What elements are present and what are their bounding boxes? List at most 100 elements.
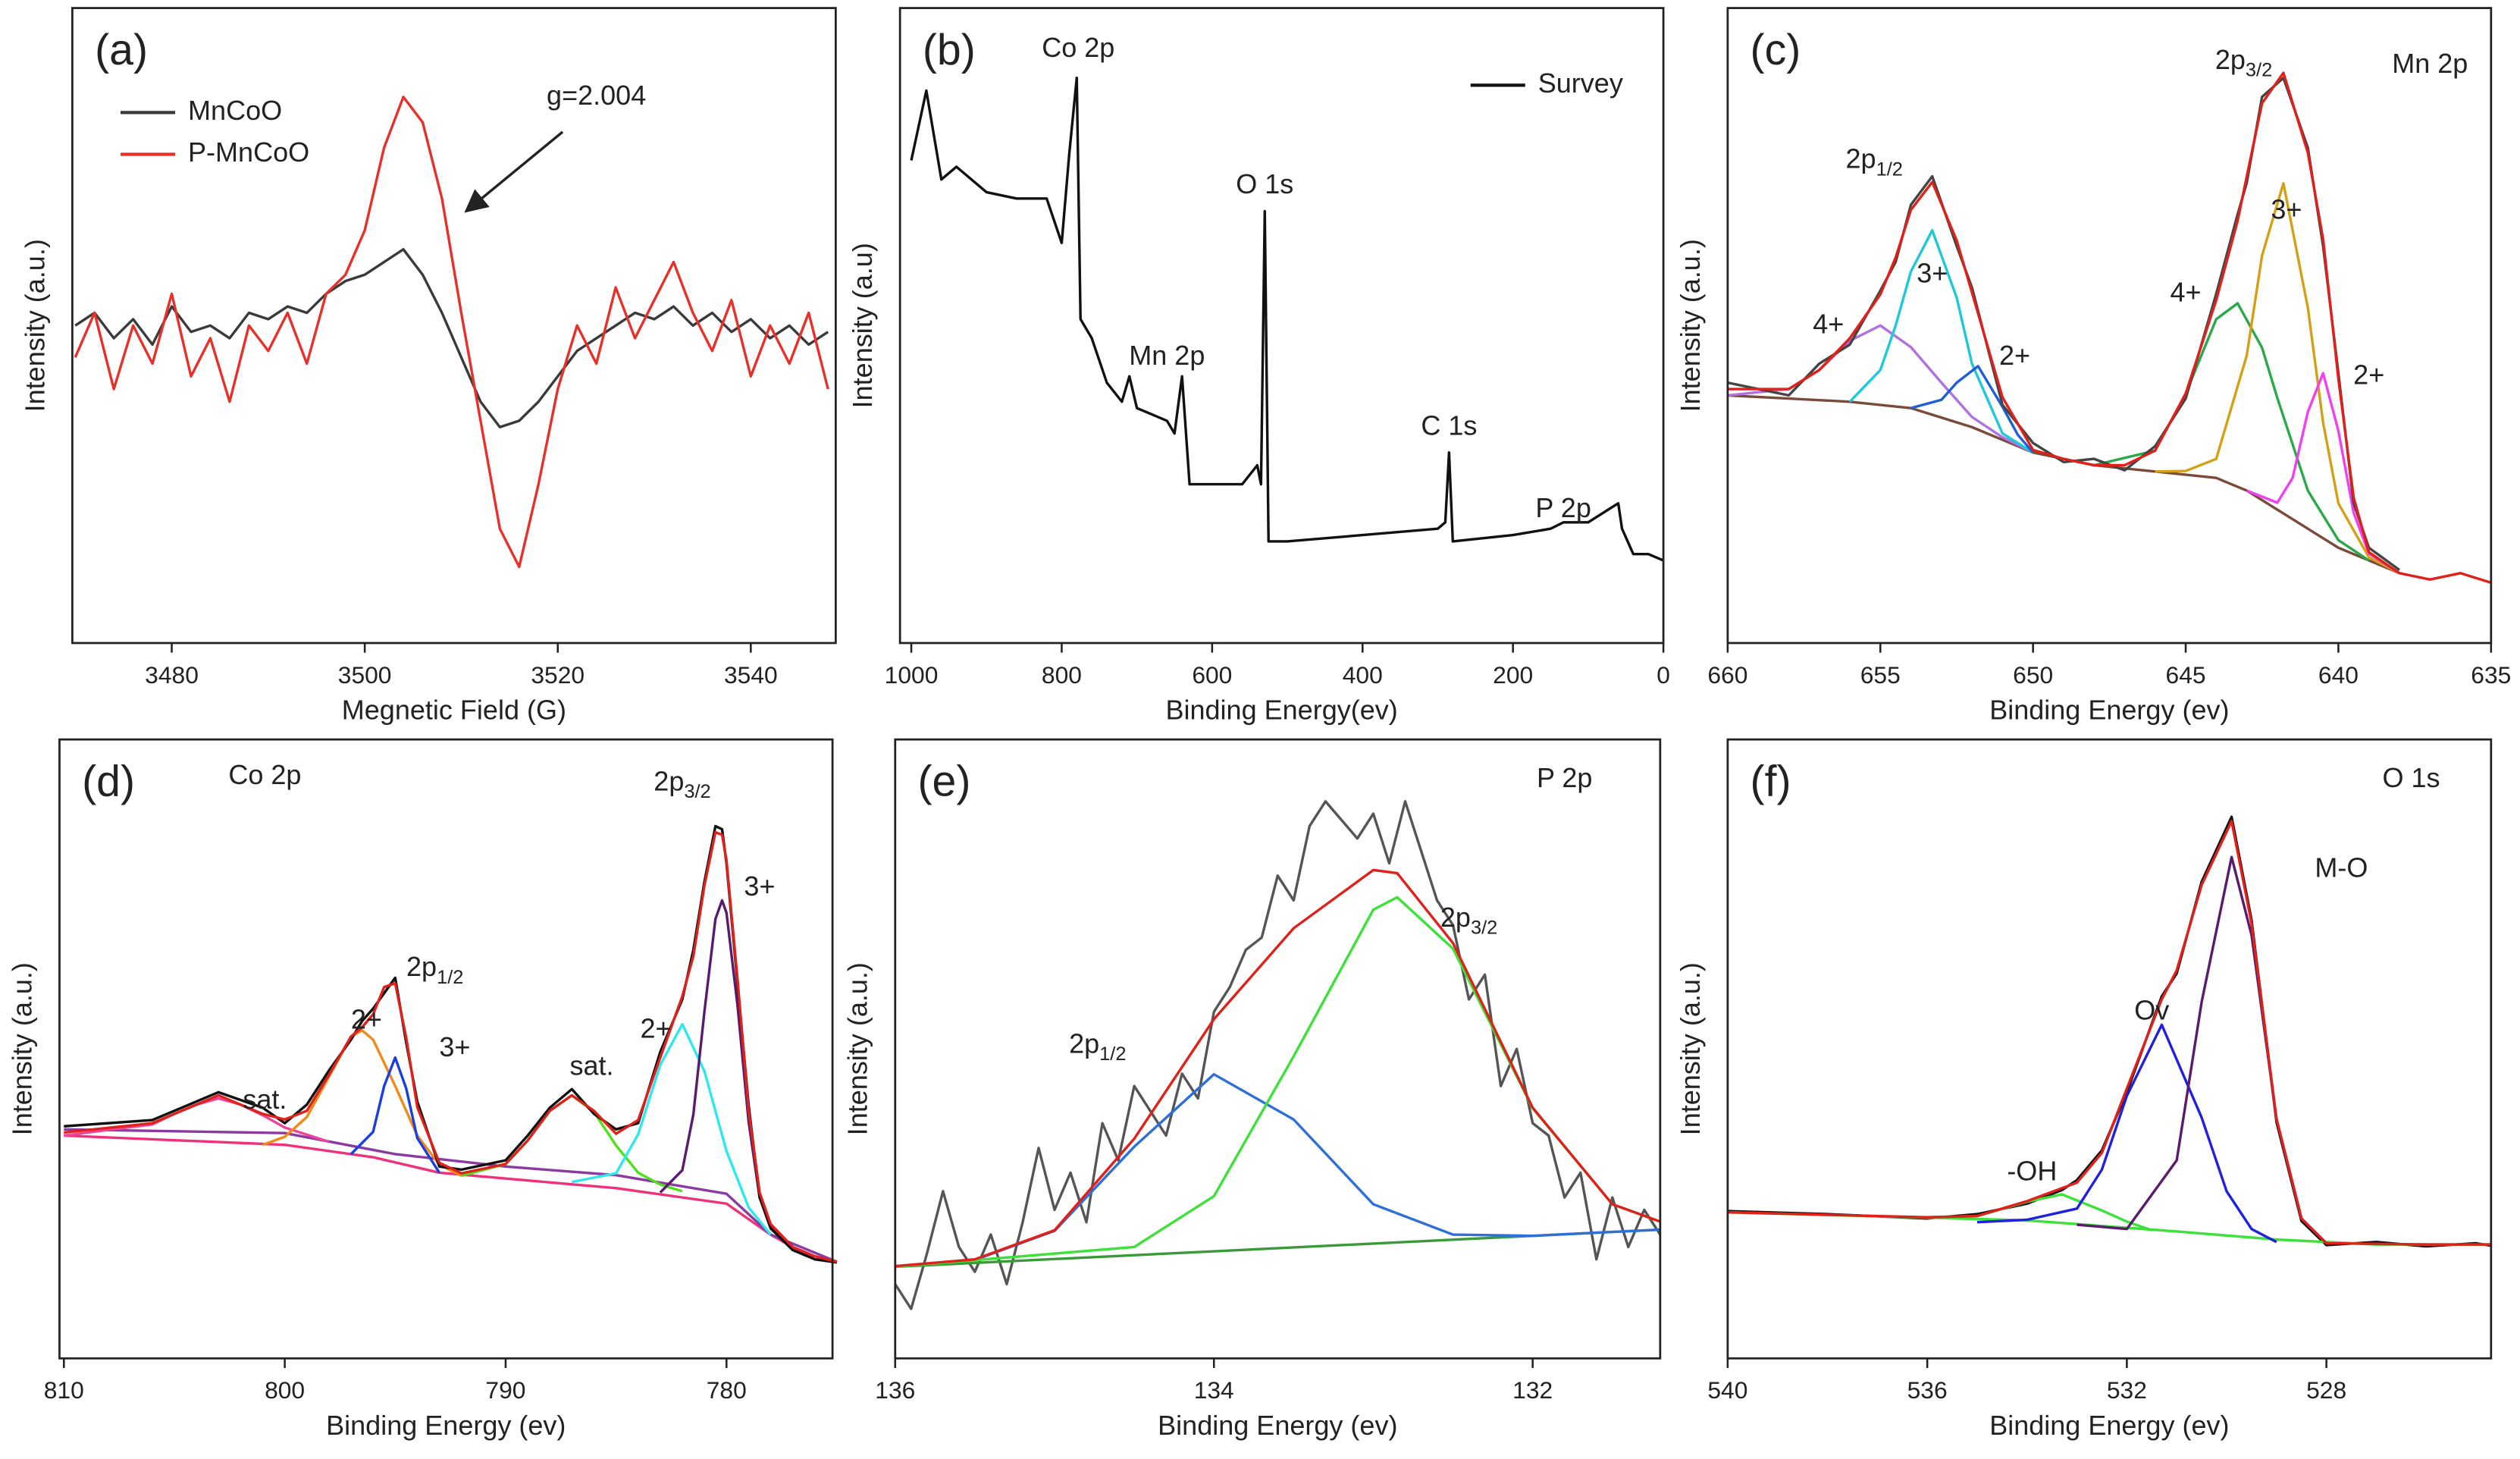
x-tick-label: 3520 <box>531 661 585 689</box>
x-tick-label: 800 <box>265 1376 305 1404</box>
annotation-subscript: 3/2 <box>1471 917 1497 938</box>
annotation: 2p3/2 <box>1440 901 1497 938</box>
annotation: 2+ <box>2353 359 2384 390</box>
annotation: 3+ <box>744 871 775 902</box>
annotation-text: 2p <box>406 951 437 982</box>
series-line <box>1727 820 2491 1246</box>
y-axis-label: Intensity (a.u.) <box>842 962 873 1135</box>
annotation-text: Mn 2p <box>2392 47 2468 78</box>
annotation: C 1s <box>1421 409 1477 441</box>
annotation-text: 2p <box>1440 901 1471 932</box>
annotation-text: 2+ <box>2353 359 2384 390</box>
annotation: 2p1/2 <box>1069 1028 1126 1065</box>
annotation-text: C 1s <box>1421 409 1477 441</box>
series-line <box>349 1056 440 1174</box>
annotation: 4+ <box>2171 276 2202 307</box>
annotation: Mn 2p <box>1129 340 1205 371</box>
x-axis-label: Binding Energy (ev) <box>326 1410 566 1441</box>
annotation-text: -OH <box>2007 1155 2057 1186</box>
plot-frame <box>58 738 834 1360</box>
y-axis-label: Intensity (a.u.) <box>6 962 37 1135</box>
annotation-text: 2p <box>2215 43 2246 74</box>
series-line <box>910 77 1664 562</box>
annotation-text: O 1s <box>2382 762 2440 793</box>
annotation: 2p1/2 <box>1846 143 1903 180</box>
annotation-text: Co 2p <box>228 759 301 790</box>
plot-frame <box>894 738 1662 1360</box>
y-axis-label: Intensity (a.u.) <box>1675 239 1706 412</box>
x-tick-label: 1000 <box>885 661 939 689</box>
annotation-text: O 1s <box>1236 168 1293 199</box>
annotation-text: 3+ <box>744 871 775 902</box>
x-axis-label: Binding Energy (ev) <box>1158 1410 1397 1441</box>
x-tick-label: 132 <box>1512 1376 1553 1404</box>
x-tick-label: 645 <box>2166 661 2206 689</box>
x-tick-label: 635 <box>2471 661 2511 689</box>
legend-label: P-MnCoO <box>188 136 309 168</box>
panel-label: (a) <box>95 26 148 74</box>
x-tick-label: 3540 <box>724 661 778 689</box>
x-tick-label: 810 <box>44 1376 84 1404</box>
annotation: g=2.004 <box>547 79 646 110</box>
annotation-text: P 2p <box>1535 492 1591 523</box>
annotation: O 1s <box>1236 168 1293 199</box>
x-tick-label: 655 <box>1860 661 1901 689</box>
annotation-subscript: 1/2 <box>1876 158 1903 180</box>
annotation-text: 3+ <box>439 1031 470 1062</box>
series-line <box>64 1128 838 1263</box>
annotation-text: sat. <box>570 1050 614 1081</box>
x-tick-label: 780 <box>707 1376 747 1404</box>
series-line <box>2155 182 2400 575</box>
annotation-text: Ov <box>2134 994 2169 1025</box>
panel-label: (c) <box>1751 26 1801 74</box>
x-tick-label: 650 <box>2013 661 2053 689</box>
annotation-text: sat. <box>243 1083 287 1114</box>
annotation-text: Mn 2p <box>1129 340 1205 371</box>
annotation-subscript: 1/2 <box>437 967 463 988</box>
x-tick-label: 532 <box>2107 1376 2147 1404</box>
x-tick-label: 660 <box>1707 661 1747 689</box>
x-tick-label: 3500 <box>338 661 392 689</box>
annotation: sat. <box>243 1083 287 1114</box>
x-tick-label: 134 <box>1194 1376 1234 1404</box>
annotation: 3+ <box>1917 257 1948 288</box>
panel-label: (f) <box>1751 758 1791 806</box>
annotation: 2p3/2 <box>2215 43 2272 80</box>
series-line <box>74 96 829 569</box>
x-axis-label: Binding Energy (ev) <box>1989 695 2229 726</box>
annotation-text: Co 2p <box>1042 32 1114 63</box>
annotation: 2p1/2 <box>406 951 463 988</box>
annotation-text: 3+ <box>1917 257 1948 288</box>
annotation-arrow <box>464 130 564 213</box>
series-line <box>262 1029 462 1178</box>
legend-label: Survey <box>1538 67 1623 99</box>
annotation-text: P 2p <box>1537 762 1592 793</box>
annotation-text: 4+ <box>1813 308 1844 339</box>
x-tick-label: 200 <box>1493 661 1533 689</box>
annotation-text: 2p <box>1069 1028 1099 1059</box>
annotation: Mn 2p <box>2392 47 2468 78</box>
series-line <box>1848 228 2034 454</box>
series-line <box>1910 365 2034 453</box>
plot-frame <box>1726 738 2493 1360</box>
series-line <box>894 800 1662 1310</box>
series-line <box>64 830 838 1263</box>
plot-frame <box>1726 7 2493 645</box>
annotation-text: 4+ <box>2171 276 2202 307</box>
panel-label: (e) <box>917 758 970 806</box>
x-tick-label: 800 <box>1042 661 1082 689</box>
x-axis-label: Binding Energy (ev) <box>1989 1410 2229 1441</box>
annotation: 4+ <box>1813 308 1844 339</box>
annotation: Co 2p <box>228 759 301 790</box>
x-tick-label: 3480 <box>145 661 199 689</box>
annotation-text: 2+ <box>1999 340 2030 371</box>
annotation-subscript: 3/2 <box>684 781 710 802</box>
x-tick-label: 540 <box>1707 1376 1747 1404</box>
annotation: 3+ <box>439 1031 470 1062</box>
panel-label: (b) <box>923 26 976 74</box>
annotation: sat. <box>570 1050 614 1081</box>
annotation-text: g=2.004 <box>547 79 646 110</box>
annotation: P 2p <box>1535 492 1591 523</box>
